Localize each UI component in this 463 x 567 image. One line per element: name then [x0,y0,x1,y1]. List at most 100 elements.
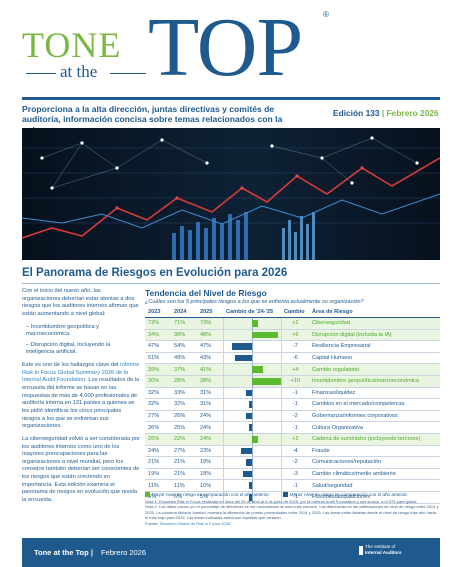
increase-bar [252,366,264,373]
cell-2023: 6% [145,491,171,504]
change-bar-cell [222,363,282,376]
findings-paragraph: Este es uno de los hallazgos clave del I… [22,362,140,431]
cell-change: -2 [281,410,309,423]
source-link[interactable]: Resumen Global de Risk in Focus 2026 [159,520,231,526]
iia-logo-line1: The Institute of [365,544,396,549]
cell-risk-area: Ciberseguridad [309,317,440,330]
cell-2024: 28% [171,375,197,388]
cell-2025: 24% [197,433,223,446]
change-bar-cell [222,387,282,400]
cell-2025: 73% [197,317,223,330]
iia-logo-line2: Internal Auditors [365,549,402,555]
cell-2023: 73% [145,317,171,330]
change-bar-cell [222,456,282,469]
cell-2023: 47% [145,340,171,353]
cell-2023: 11% [145,479,171,492]
header-2023: 2023 [145,306,171,318]
table-row: 27% 26% 24% -2 Gobernanza/informes corporati… [145,410,440,423]
cell-risk-area: Cadena de suministro (incluyendo tercero… [309,433,440,446]
cell-change: -1 [281,421,309,434]
header-change: Cambio [281,306,309,318]
cell-2024: 6% [171,491,197,504]
edition-number: Edición 133 [333,108,380,118]
cell-2023: 39% [145,363,171,376]
decrease-bar [246,459,252,466]
change-bar-cell [222,375,282,388]
cell-2025: 47% [197,340,223,353]
table-row: 32% 33% 31% -1 Finanzas/liquidez [145,387,440,400]
table-row: 11% 11% 10% -1 Salud/seguridad [145,479,440,492]
cell-change: -4 [281,445,309,458]
edition-label: Edición 133 | Febrero 2026 [333,108,439,118]
zero-line [252,352,253,363]
cell-2025: 24% [197,410,223,423]
cell-2024: 21% [171,456,197,469]
cell-change: -1 [281,491,309,504]
decrease-bar [232,343,252,350]
decrease-bar [240,447,252,455]
change-bar-cell [222,479,282,492]
table-row: 24% 27% 23% -4 Fraude [145,445,440,458]
table-row: 39% 37% 41% +4 Cambio regulatorio [145,363,440,376]
decrease-bar [246,389,252,397]
risk-table-title: Tendencia del Nivel de Riesgo [145,288,267,298]
source-label: Fuente: [145,520,159,526]
cell-2024: 49% [171,352,197,365]
zero-line [252,457,253,468]
table-row: 6% 6% 5% -1 Fusiones/adquisiciones [145,491,440,504]
cell-risk-area: Disrupción digital (incluida la IA) [309,329,440,342]
footer-separator: | [90,548,93,557]
cell-2023: 32% [145,398,171,411]
change-bar-cell [222,317,282,330]
risk-table-subtitle: ¿Cuáles son los 5 principales riesgos a … [145,299,364,305]
cell-2023: 34% [145,329,171,342]
decrease-bar [249,493,252,501]
footer-bar [22,538,440,567]
header-2024: 2024 [171,306,197,318]
header-change-chart: Cambio de '24-'25 [223,306,281,318]
decrease-bar [249,401,252,408]
zero-line [252,491,253,503]
header-2025: 2025 [197,306,223,318]
zero-line [252,341,253,352]
risk-level-table: 2023 2024 2025 Cambio de '24-'25 Cambio … [145,306,440,504]
cell-2023: 51% [145,352,171,365]
masthead-rule-right [110,73,146,74]
cell-2025: 24% [197,421,223,434]
intro-paragraph: Con el inicio del nuevo año, las organiz… [22,288,139,317]
note-2: Nota 2: Los datos vacíos y/o el porcenta… [145,504,439,521]
zero-line [252,387,253,398]
cell-2024: 26% [171,410,197,423]
change-bar-cell [222,352,282,365]
hero-image [22,128,440,260]
legend-up-text: Mayor nivel de riesgo en comparación con… [152,492,270,497]
zero-line [252,445,253,456]
zero-line [252,480,253,491]
cell-2025: 10% [197,479,223,492]
cell-2023: 26% [145,421,171,434]
cell-2024: 22% [171,433,197,446]
change-bar-cell [222,398,282,411]
zero-line [252,468,253,479]
cell-change: +2 [281,317,309,330]
cell-change: +10 [281,375,309,388]
increase-bar [252,320,258,327]
cell-2024: 54% [171,340,197,353]
cell-2024: 39% [171,329,197,342]
cell-risk-area: Capital Humano [309,352,440,365]
note-1: Nota 1: Encuesta Risk in Focus realizada… [145,499,418,504]
cell-2023: 19% [145,468,171,481]
bullet-geopolitical: – Incertidumbre geopolítica y macroeconó… [26,323,100,338]
cell-change: -1 [281,479,309,492]
findings-text-end: . Los resultados de la encuesta del info… [22,377,140,430]
masthead-at-the: at the [60,62,98,81]
cell-2024: 25% [171,421,197,434]
report-link[interactable]: Informe Risk in Focus Global Summary 202… [22,362,140,384]
decrease-bar [246,412,252,420]
table-row: 32% 32% 31% -1 Cambios en el mercado/compete… [145,398,440,411]
cell-2025: 31% [197,387,223,400]
table-header-row: 2023 2024 2025 Cambio de '24-'25 Cambio … [145,306,440,318]
zero-line [252,410,253,421]
network-chart-illustration [22,128,440,260]
findings-text-start: Este es uno de los hallazgos clave del [22,362,119,369]
